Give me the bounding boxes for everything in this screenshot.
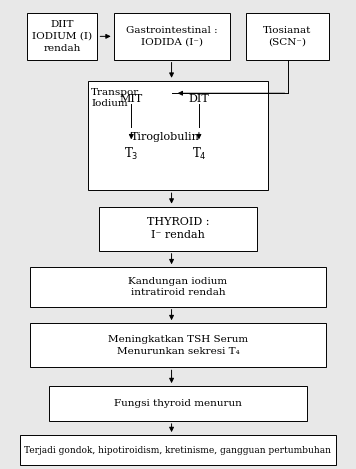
Text: Tiroglobulin: Tiroglobulin	[131, 132, 200, 142]
Bar	[30, 267, 326, 307]
Text: DIIT
IODIUM (I)
rendah: DIIT IODIUM (I) rendah	[32, 20, 92, 53]
Text: Terjadi gondok, hipotiroidism, kretinisme, gangguan pertumbuhan: Terjadi gondok, hipotiroidism, kretinism…	[25, 446, 331, 454]
Bar	[49, 386, 307, 421]
Bar	[88, 81, 268, 190]
Text: Meningkatkan TSH Serum
Menurunkan sekresi T₄: Meningkatkan TSH Serum Menurunkan sekres…	[108, 335, 248, 356]
Text: Tiosianat
(SCN⁻): Tiosianat (SCN⁻)	[263, 26, 312, 47]
Text: T$_4$: T$_4$	[192, 146, 206, 162]
Text: DIT: DIT	[189, 94, 209, 104]
Text: MIT: MIT	[120, 94, 143, 104]
Text: Gastrointestinal :
IODIDA (I⁻): Gastrointestinal : IODIDA (I⁻)	[126, 26, 218, 47]
Bar	[30, 323, 326, 367]
Bar	[27, 13, 98, 60]
Bar	[114, 13, 230, 60]
Text: T$_3$: T$_3$	[124, 146, 138, 162]
Text: Fungsi thyroid menurun: Fungsi thyroid menurun	[114, 399, 242, 408]
Text: THYROID :
I⁻ rendah: THYROID : I⁻ rendah	[147, 217, 209, 240]
Text: Transpor
Iodium: Transpor Iodium	[91, 88, 139, 108]
Bar	[20, 435, 336, 465]
Text: Kandungan iodium
intratiroid rendah: Kandungan iodium intratiroid rendah	[129, 277, 227, 297]
Bar	[99, 206, 257, 251]
Bar	[246, 13, 329, 60]
